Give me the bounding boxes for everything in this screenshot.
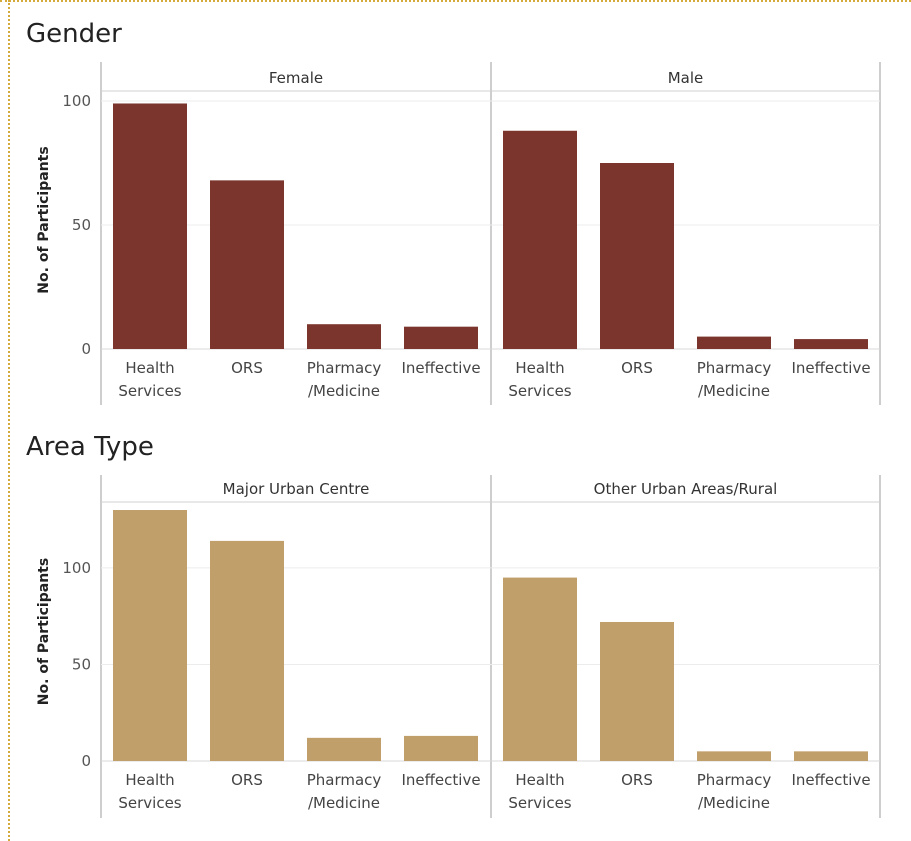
bar bbox=[697, 336, 771, 349]
panel-header: Female bbox=[269, 69, 323, 87]
y-tick-label: 50 bbox=[72, 216, 91, 234]
x-tick-label: Ineffective bbox=[791, 359, 870, 377]
bar bbox=[600, 621, 674, 761]
y-tick-label: 100 bbox=[62, 92, 91, 110]
bar bbox=[600, 163, 674, 349]
dashboard-border-top bbox=[0, 0, 911, 2]
x-tick-label: Services bbox=[508, 794, 571, 812]
x-tick-label: Ineffective bbox=[791, 771, 870, 789]
x-tick-label: ORS bbox=[231, 771, 263, 789]
y-axis-label: No. of Participants bbox=[36, 146, 52, 293]
bar bbox=[503, 577, 577, 761]
x-tick-label: ORS bbox=[621, 771, 653, 789]
x-tick-label: Services bbox=[118, 382, 181, 400]
x-tick-label: Pharmacy bbox=[307, 359, 382, 377]
x-tick-label: Services bbox=[508, 382, 571, 400]
panel-header: Male bbox=[668, 69, 704, 87]
bar bbox=[794, 751, 868, 761]
x-tick-label: ORS bbox=[231, 359, 263, 377]
bar bbox=[113, 510, 187, 761]
x-tick-label: Ineffective bbox=[401, 771, 480, 789]
panel-header: Major Urban Centre bbox=[223, 480, 370, 498]
bar bbox=[794, 339, 868, 349]
bar bbox=[307, 324, 381, 349]
panel-header: Other Urban Areas/Rural bbox=[594, 480, 778, 498]
y-tick-label: 100 bbox=[62, 559, 91, 577]
y-tick-label: 0 bbox=[81, 752, 91, 770]
bar bbox=[404, 326, 478, 349]
bar bbox=[503, 130, 577, 349]
bar bbox=[404, 735, 478, 761]
x-tick-label: Ineffective bbox=[401, 359, 480, 377]
bar bbox=[697, 751, 771, 761]
x-tick-label: Health bbox=[515, 359, 564, 377]
x-tick-label: Pharmacy bbox=[307, 771, 382, 789]
x-tick-label: Health bbox=[515, 771, 564, 789]
section-title: Area Type bbox=[26, 432, 154, 462]
x-tick-label: /Medicine bbox=[308, 794, 380, 812]
dashboard-border-left bbox=[8, 0, 10, 841]
x-tick-label: ORS bbox=[621, 359, 653, 377]
x-tick-label: /Medicine bbox=[698, 382, 770, 400]
x-tick-label: Pharmacy bbox=[697, 359, 772, 377]
bar bbox=[307, 737, 381, 761]
y-axis-label: No. of Participants bbox=[36, 558, 52, 705]
bar bbox=[113, 103, 187, 349]
y-tick-label: 0 bbox=[81, 340, 91, 358]
bar bbox=[210, 180, 284, 349]
x-tick-label: Health bbox=[125, 359, 174, 377]
x-tick-label: /Medicine bbox=[308, 382, 380, 400]
bar bbox=[210, 540, 284, 761]
x-tick-label: Services bbox=[118, 794, 181, 812]
x-tick-label: Pharmacy bbox=[697, 771, 772, 789]
y-tick-label: 50 bbox=[72, 655, 91, 673]
x-tick-label: Health bbox=[125, 771, 174, 789]
section-title: Gender bbox=[26, 19, 122, 49]
x-tick-label: /Medicine bbox=[698, 794, 770, 812]
